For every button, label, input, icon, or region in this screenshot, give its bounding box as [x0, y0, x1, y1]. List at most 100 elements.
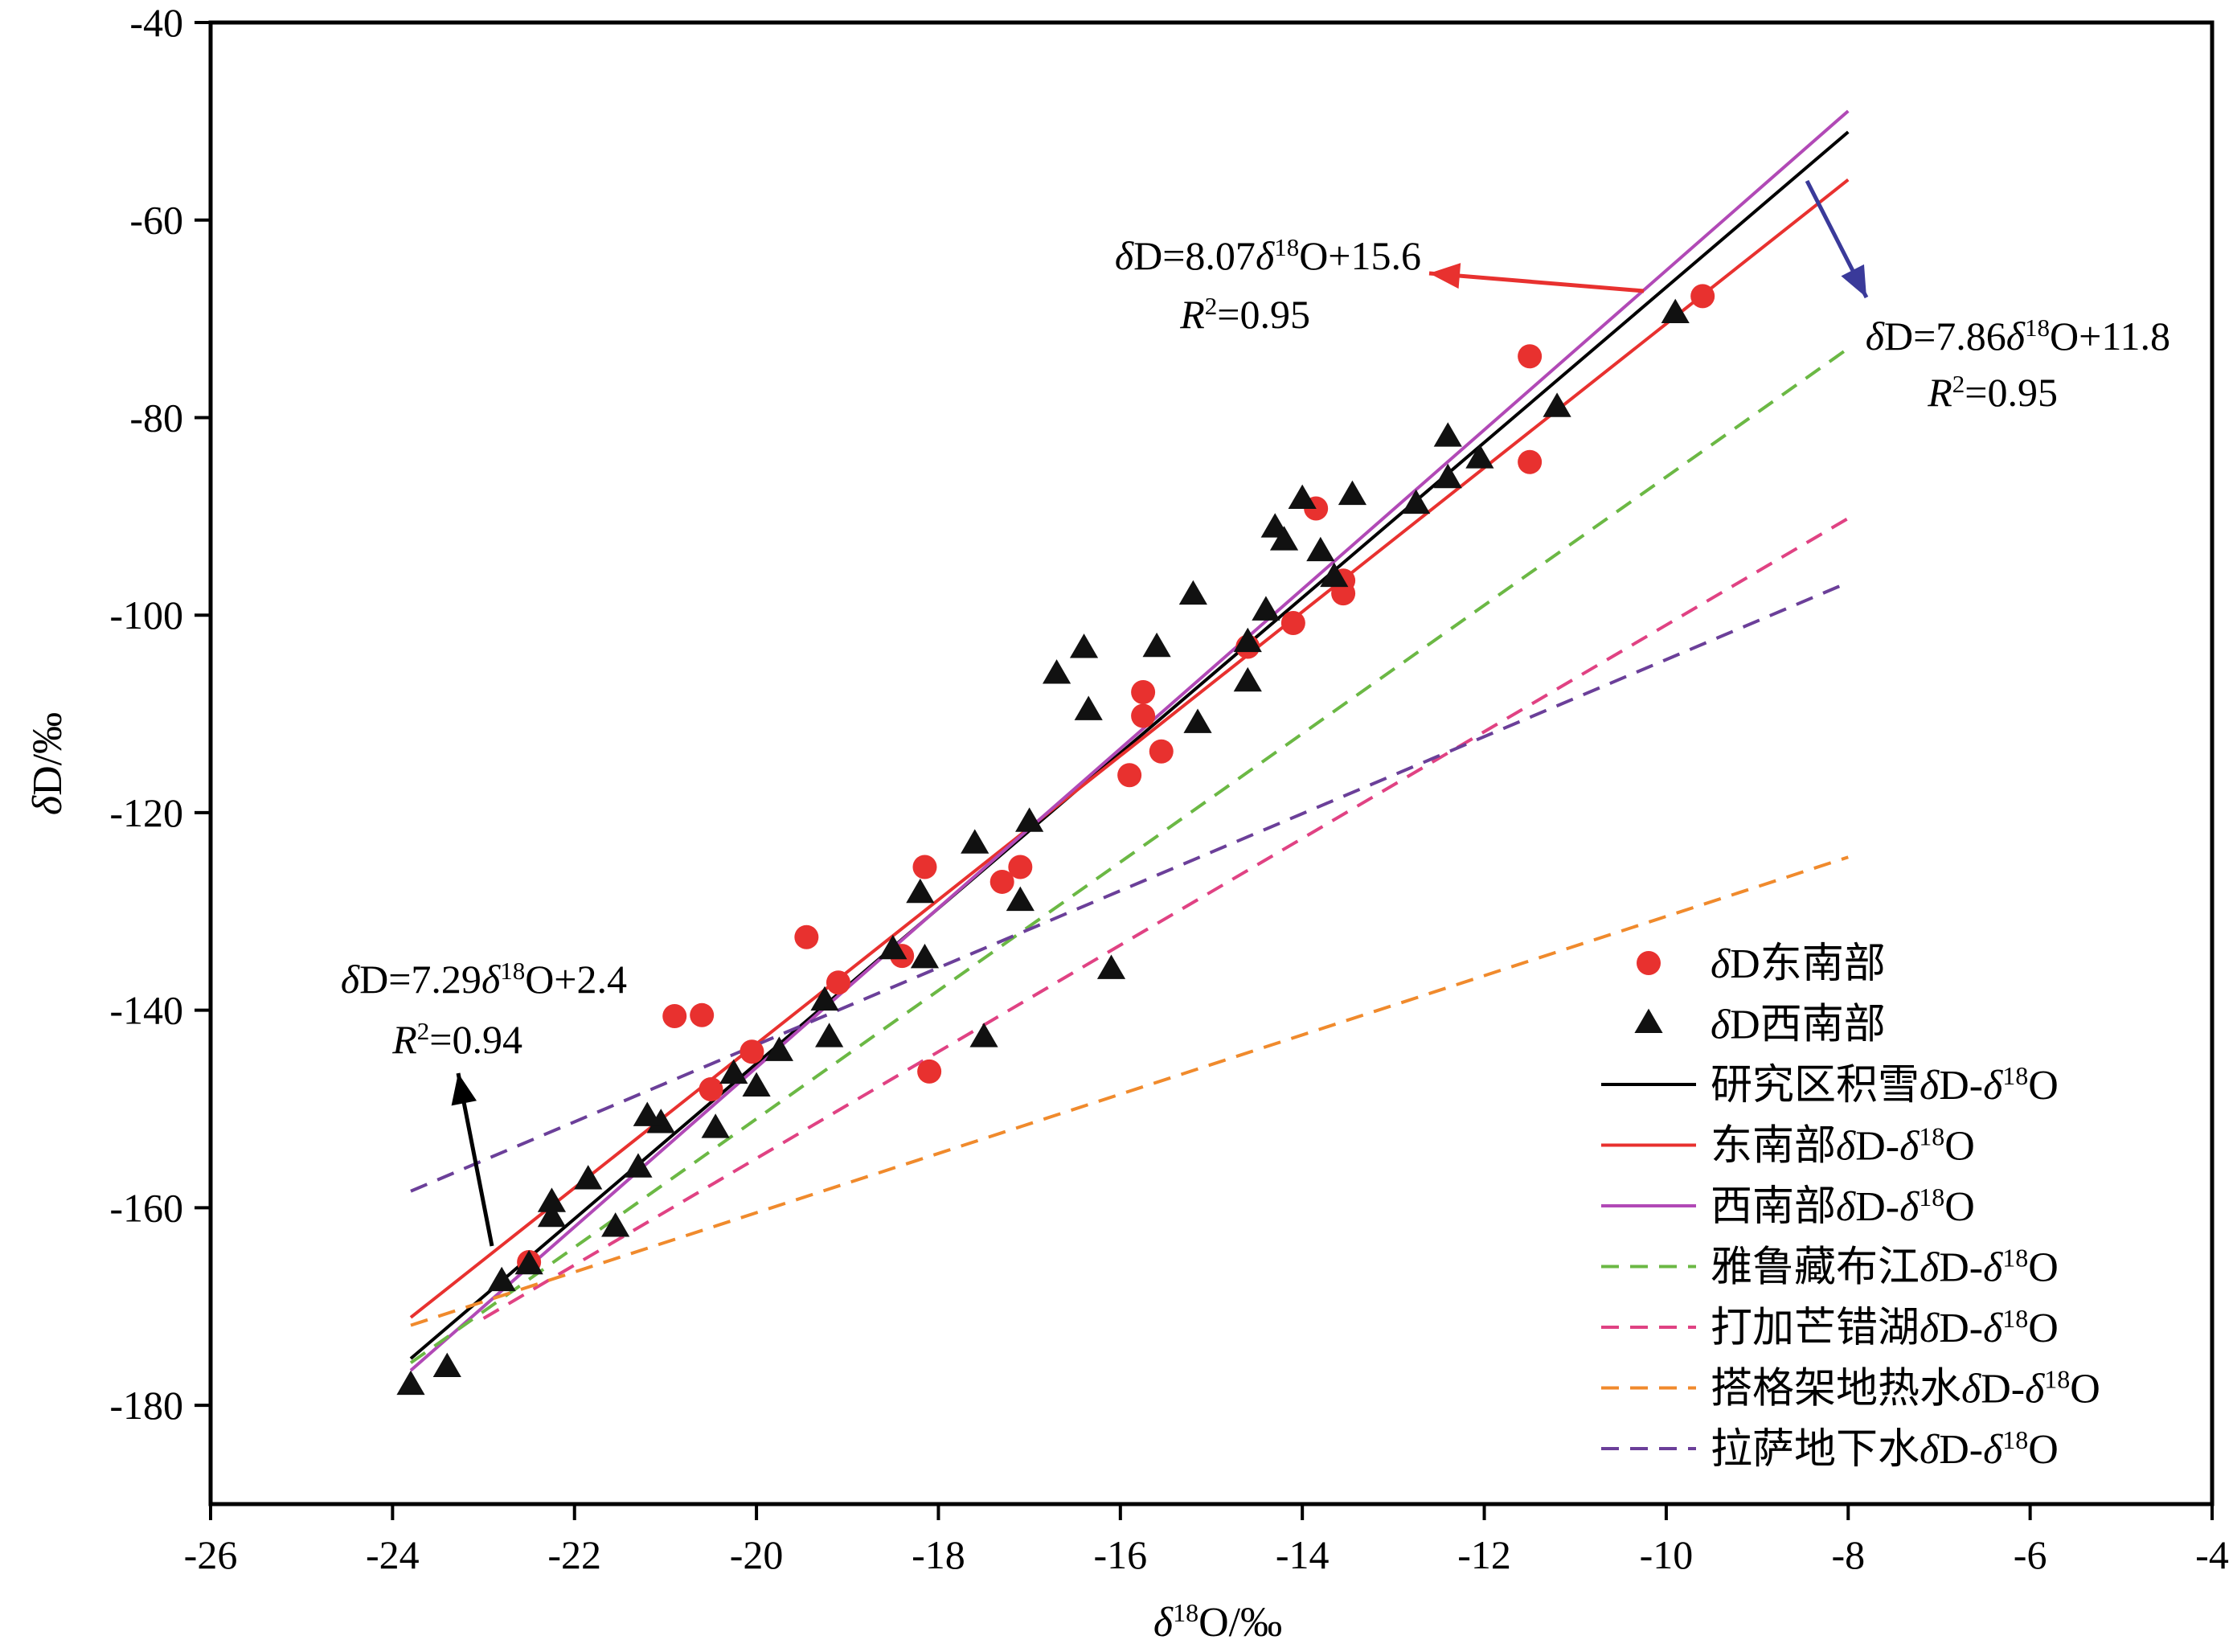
data-point: [906, 878, 935, 904]
data-point: [1518, 449, 1543, 474]
equation-annotations: δD=8.07δ18O+15.6 R2=0.95 δD=7.86δ18O+11.8 R…: [341, 179, 2170, 1247]
x-tick-label: -20: [730, 1532, 784, 1577]
y-tick-label: -180: [109, 1383, 183, 1428]
r-squared-label: R2=0.95: [1179, 292, 1310, 338]
data-point: [1634, 1008, 1663, 1034]
data-point: [1233, 627, 1262, 653]
x-axis-label: δ18O/‰: [1153, 1598, 1282, 1646]
data-point: [1008, 855, 1033, 879]
data-point: [574, 1165, 603, 1190]
data-point: [633, 1101, 662, 1126]
x-tick-label: -22: [547, 1532, 601, 1577]
data-point: [1661, 298, 1690, 324]
data-point: [1518, 344, 1543, 369]
legend-label: δD东南部: [1711, 941, 1886, 987]
x-tick-label: -4: [2195, 1532, 2229, 1577]
data-point: [740, 1039, 764, 1064]
x-tick-label: -12: [1457, 1532, 1511, 1577]
data-point: [815, 1023, 844, 1047]
data-point: [1402, 489, 1431, 514]
data-point: [1543, 392, 1571, 417]
data-point: [1465, 444, 1494, 469]
legend-label: 西南部δD-δ18O: [1711, 1183, 1975, 1230]
r-squared-label: R2=0.94: [391, 1017, 522, 1063]
x-tick-label: -8: [1831, 1532, 1865, 1577]
data-point: [961, 829, 989, 854]
data-point: [1690, 284, 1715, 309]
data-point: [826, 970, 850, 995]
annotation-arrow: [1428, 271, 1645, 293]
data-point: [879, 934, 908, 960]
arrow-head: [1429, 263, 1461, 289]
data-point: [810, 986, 839, 1011]
data-point: [699, 1076, 723, 1101]
data-point: [1637, 951, 1661, 975]
axis-ticks: -26 -24 -22 -20 -18 -16 -14 -12 -10 -8 -6 -4 -40 -60 -…: [109, 0, 2228, 1577]
y-tick-label: -120: [109, 790, 183, 835]
data-point: [690, 1002, 715, 1027]
data-point: [514, 1249, 543, 1275]
data-point: [624, 1153, 653, 1178]
data-point: [601, 1212, 630, 1237]
data-point: [1269, 526, 1299, 551]
data-point: [1338, 480, 1367, 506]
data-point: [1117, 763, 1142, 788]
equation-label: δD=7.29δ18O+2.4: [341, 957, 627, 1002]
series-line: [409, 130, 1850, 1360]
data-point: [1433, 463, 1462, 489]
data-point: [537, 1202, 567, 1228]
data-point: [969, 1023, 998, 1047]
data-point: [1131, 703, 1156, 728]
data-point: [432, 1352, 461, 1377]
arrow-head: [1841, 264, 1866, 297]
data-point: [701, 1113, 730, 1138]
series-line: [410, 855, 1849, 1327]
data-point: [1142, 632, 1171, 658]
y-tick-label: -140: [109, 988, 183, 1033]
data-point: [537, 1187, 567, 1212]
y-tick-label: -100: [109, 592, 183, 637]
y-tick-label: -160: [109, 1185, 183, 1230]
data-point: [989, 869, 1014, 894]
legend-label: 东南部δD-δ18O: [1711, 1122, 1975, 1170]
y-tick-label: -40: [129, 0, 183, 45]
x-tick-label: -14: [1276, 1532, 1330, 1577]
data-point: [1149, 739, 1174, 764]
data-point: [794, 924, 819, 949]
equation-label: δD=7.86δ18O+11.8: [1866, 314, 2170, 359]
axis-labels: δ18O/‰ δD/‰: [25, 712, 1282, 1646]
data-point: [912, 855, 937, 879]
data-point: [742, 1072, 771, 1097]
data-point: [719, 1059, 748, 1084]
y-tick-label: -80: [129, 395, 183, 440]
y-axis-label: δD/‰: [25, 712, 71, 815]
equation-label: δD=8.07δ18O+15.6: [1115, 233, 1421, 279]
r-squared-label: R2=0.95: [1927, 370, 2058, 416]
data-point: [917, 1059, 942, 1084]
data-point: [1288, 484, 1317, 509]
data-point: [1320, 562, 1349, 588]
data-point: [764, 1036, 793, 1061]
data-point: [396, 1370, 425, 1396]
data-point: [662, 1004, 687, 1029]
x-tick-label: -6: [2014, 1532, 2047, 1577]
data-point: [910, 943, 940, 969]
y-tick-label: -60: [129, 198, 183, 243]
data-point: [1280, 611, 1305, 636]
data-point: [1306, 536, 1335, 562]
data-point: [1331, 581, 1356, 606]
data-point: [1006, 886, 1035, 912]
data-point: [1178, 580, 1207, 605]
plot-frame: [208, 20, 2215, 1506]
series-line: [482, 517, 1850, 1320]
data-point: [1433, 422, 1462, 447]
data-point: [1069, 633, 1099, 658]
data-point: [487, 1266, 516, 1292]
arrow-head: [451, 1073, 477, 1106]
data-point: [1183, 708, 1212, 733]
data-point: [1131, 680, 1156, 705]
legend-label: 搭格架地热水δD-δ18O: [1711, 1365, 2100, 1412]
